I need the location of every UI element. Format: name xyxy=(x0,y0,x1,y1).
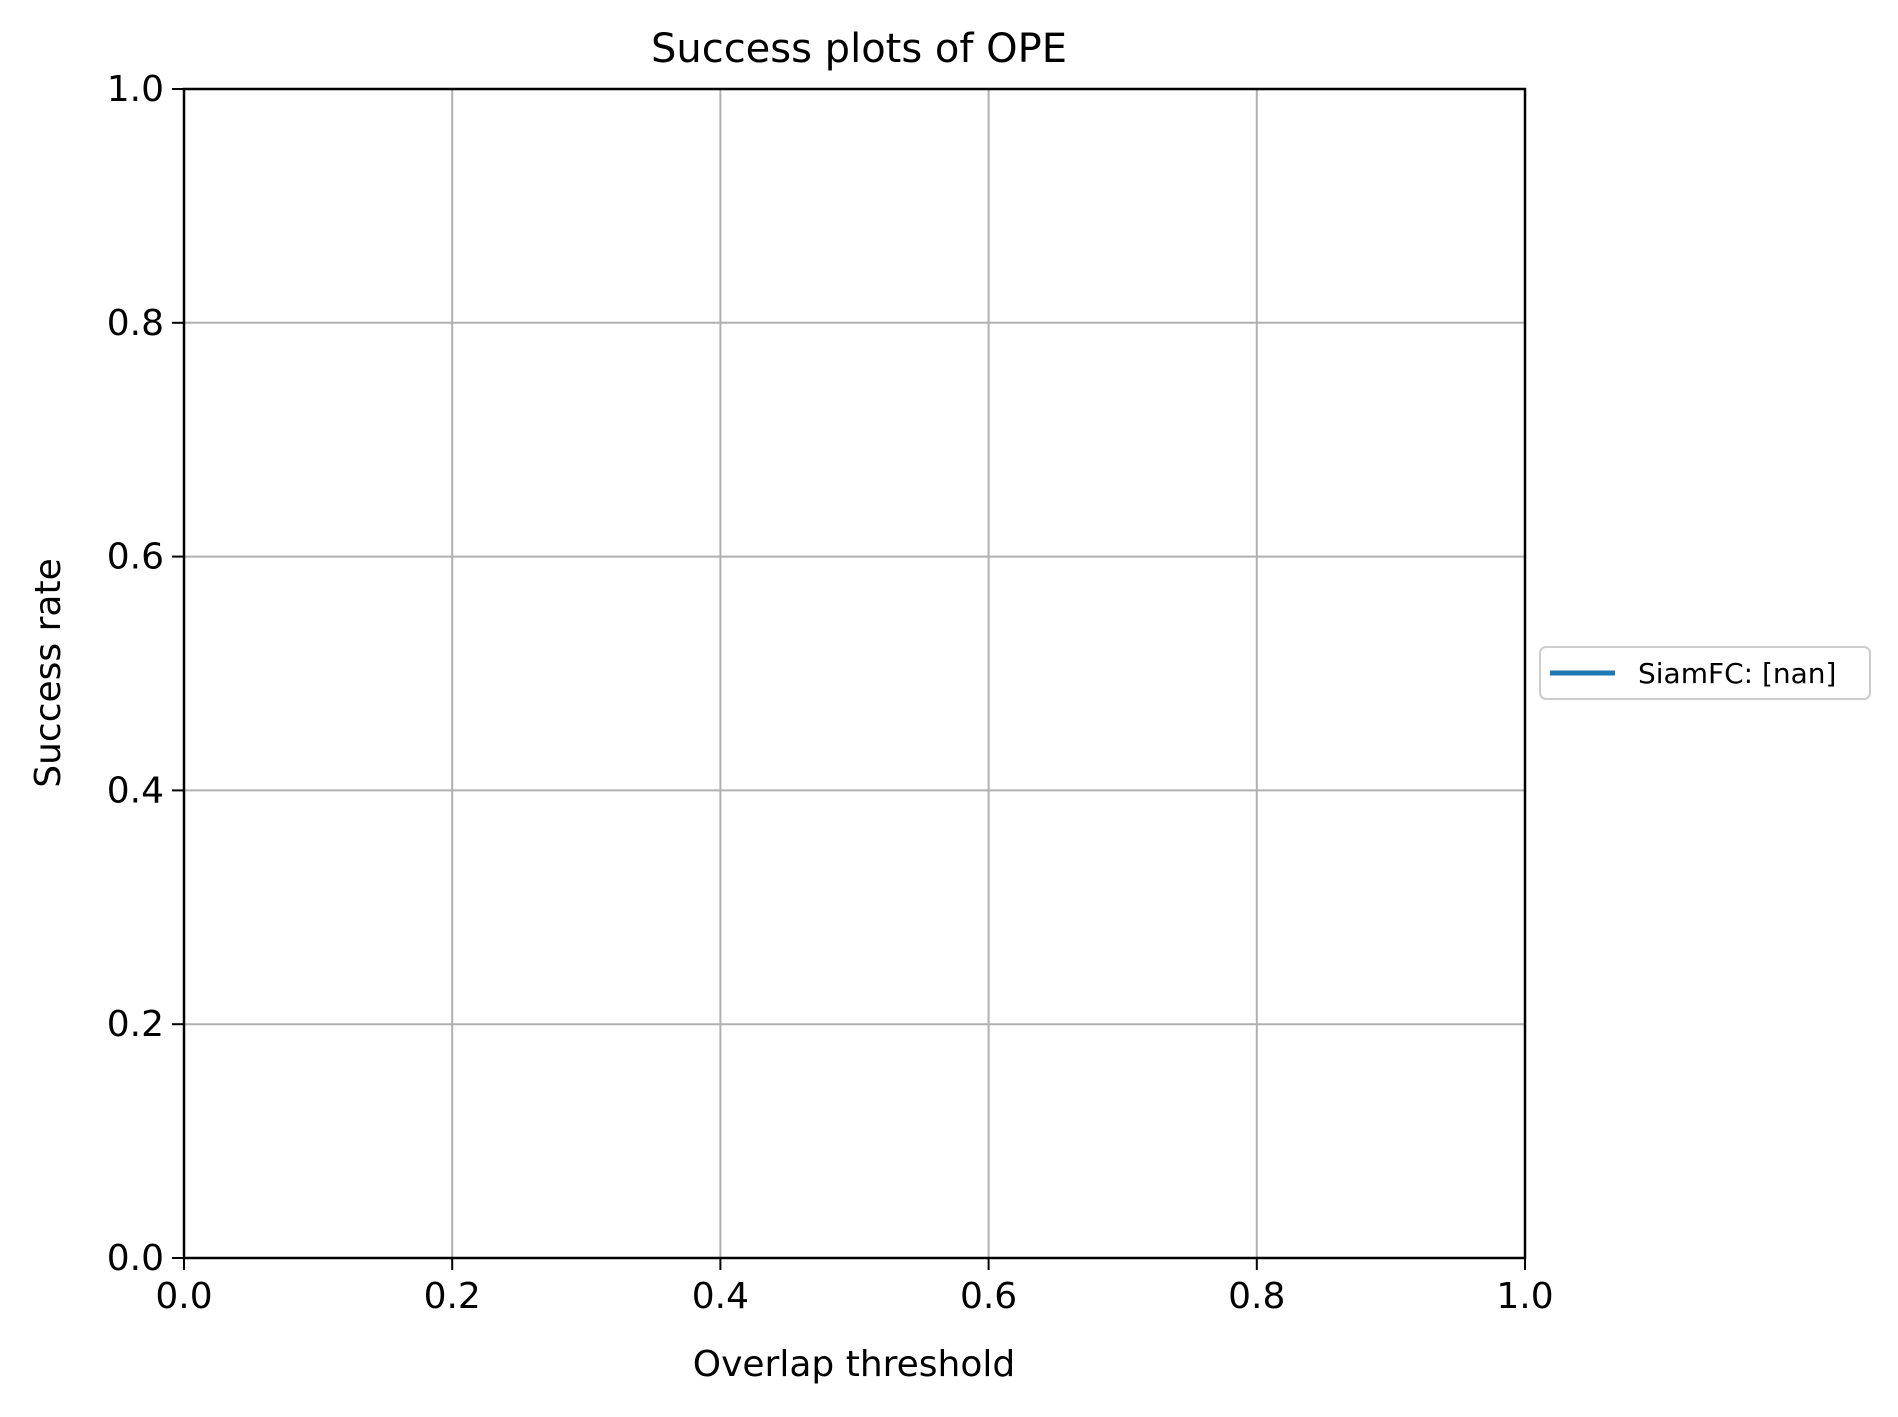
x-axis-label: Overlap threshold xyxy=(693,1344,1016,1385)
legend-box xyxy=(1539,646,1871,700)
x-axis-ticks: 0.0 0.2 0.4 0.6 0.8 1.0 xyxy=(155,1258,1554,1317)
x-tick-label: 0.4 xyxy=(692,1276,749,1317)
chart-title: Success plots of OPE xyxy=(651,26,1067,72)
y-axis-label: Success rate xyxy=(28,558,69,787)
y-tick-label: 1.0 xyxy=(107,69,164,110)
y-tick-label: 0.8 xyxy=(107,303,164,344)
legend: SiamFC: [nan] xyxy=(1539,646,1871,700)
y-tick-label: 0.6 xyxy=(107,537,164,578)
y-axis-ticks: 0.0 0.2 0.4 0.6 0.8 1.0 xyxy=(107,69,184,1279)
y-tick-label: 0.2 xyxy=(107,1004,164,1045)
plot-area-frame xyxy=(182,87,1527,1260)
y-tick-label: 0.4 xyxy=(107,770,164,811)
x-tick-label: 0.8 xyxy=(1228,1276,1285,1317)
x-tick-label: 1.0 xyxy=(1496,1276,1553,1317)
x-tick-label: 0.2 xyxy=(424,1276,481,1317)
legend-label-siamfc: SiamFC: [nan] xyxy=(1638,657,1836,690)
y-tick-label: 0.0 xyxy=(107,1238,164,1279)
x-tick-label: 0.6 xyxy=(960,1276,1017,1317)
x-tick-label: 0.0 xyxy=(155,1276,212,1317)
